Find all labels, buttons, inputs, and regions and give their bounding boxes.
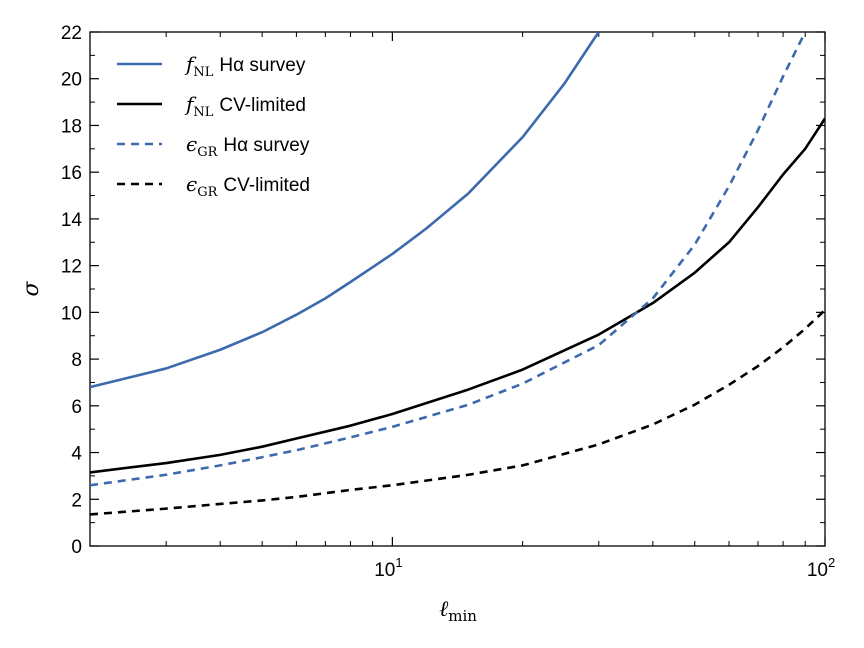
series-lines <box>90 32 825 516</box>
x-tick-base: 10 <box>374 560 395 581</box>
y-tick-label: 22 <box>61 23 82 44</box>
series-line-1 <box>90 32 600 389</box>
y-tick-label: 8 <box>71 350 82 371</box>
y-tick-label: 6 <box>71 397 82 418</box>
legend-description: CV-limited <box>223 175 310 196</box>
y-tick-label: 14 <box>61 210 83 231</box>
y-tick-label: 0 <box>71 537 82 558</box>
x-axis-label: ℓmin <box>439 597 477 625</box>
x-tick-base: 10 <box>807 560 828 581</box>
legend-symbol: ϵ <box>186 172 197 196</box>
y-tick-label: 2 <box>71 490 82 511</box>
y-axis-label: σ <box>19 281 44 297</box>
x-tick-labels: 101 102 <box>374 555 835 581</box>
legend-subscript: GR <box>197 185 218 200</box>
y-tick-label: 10 <box>61 303 82 324</box>
legend-label-1: fNL Hα survey <box>184 52 306 80</box>
y-tick-label: 4 <box>71 444 82 465</box>
legend-symbol: ϵ <box>186 132 197 156</box>
series-line-4 <box>90 309 825 516</box>
legend-description: Hα survey <box>219 55 305 76</box>
x-tick-label: 101 <box>374 555 402 581</box>
y-tick-label: 18 <box>61 116 82 137</box>
legend-subscript: NL <box>193 65 213 80</box>
y-tick-label: 20 <box>61 70 82 91</box>
legend-label-4: ϵGR CV-limited <box>186 172 310 200</box>
legend-description: Hα survey <box>223 135 309 156</box>
major-ticks <box>90 31 826 547</box>
minor-ticks <box>89 32 825 546</box>
legend-description: CV-limited <box>219 95 306 116</box>
x-tick-exponent: 1 <box>395 555 402 570</box>
x-tick-label: 102 <box>807 555 835 581</box>
x-tick-exponent: 2 <box>828 555 835 570</box>
series-line-3 <box>90 32 807 487</box>
y-tick-label: 12 <box>61 257 82 278</box>
y-tick-labels: 0 2 4 6 8 10 12 14 16 18 20 22 <box>61 23 83 558</box>
legend-subscript: NL <box>193 105 213 120</box>
y-tick-label: 16 <box>61 163 82 184</box>
series-line-2 <box>90 117 825 474</box>
legend-label-3: ϵGR Hα survey <box>186 132 310 160</box>
legend-label-2: fNL CV-limited <box>184 92 306 120</box>
legend-subscript: GR <box>197 145 218 160</box>
